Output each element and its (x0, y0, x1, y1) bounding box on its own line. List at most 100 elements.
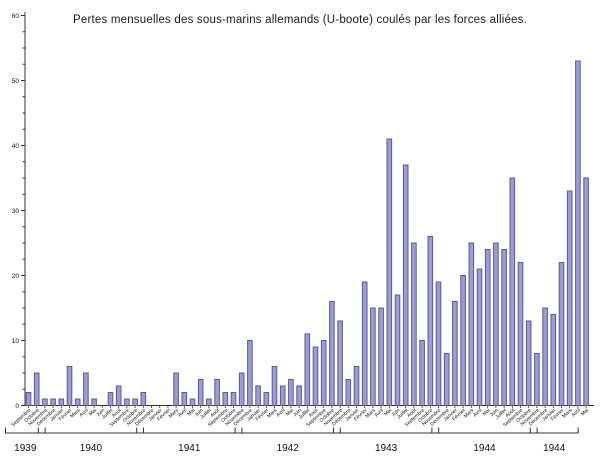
bar (25, 392, 32, 406)
bar (517, 262, 524, 406)
bar (66, 366, 73, 406)
bar (206, 398, 212, 406)
y-tick-label: 60 (12, 13, 20, 20)
bar (132, 398, 138, 406)
y-tick-label: 20 (12, 273, 20, 280)
month-label: Juin (390, 407, 401, 418)
bar (583, 177, 589, 406)
bar (115, 385, 122, 406)
y-tick-label: 30 (12, 208, 20, 215)
bar (402, 164, 409, 406)
y-tick-label: 0 (15, 403, 19, 410)
bar (575, 60, 581, 406)
year-bracket (333, 427, 440, 434)
bar (509, 177, 516, 406)
bar (288, 379, 294, 406)
bar (493, 242, 499, 406)
year-bracket (5, 427, 46, 434)
bar (550, 314, 557, 406)
year-label: 1941 (178, 443, 201, 454)
bar (329, 301, 335, 406)
y-tick-label: 10 (12, 338, 20, 345)
month-label: Avril (571, 408, 582, 419)
y-tick-label: 40 (12, 143, 20, 150)
bar (411, 242, 417, 406)
bar (279, 385, 286, 406)
year-label: 1942 (277, 443, 300, 454)
bar (501, 249, 507, 406)
bar (263, 392, 270, 406)
month-label: Mai (482, 408, 492, 418)
year-label: 1944 (543, 443, 566, 454)
month-label: Avril (177, 408, 188, 419)
year-label: 1939 (14, 443, 37, 454)
bar (525, 320, 532, 406)
chart-title: Pertes mensuelles des sous-marins allema… (73, 14, 527, 26)
month-label: Mai (186, 408, 196, 418)
year-bracket (431, 427, 538, 434)
bar (452, 301, 458, 406)
month-label: Avril (275, 408, 286, 419)
bar (50, 398, 56, 406)
bar (173, 372, 179, 406)
month-label: Août (111, 407, 123, 419)
year-label: 1943 (375, 443, 398, 454)
month-label: Mai (383, 408, 393, 418)
year-bracket (529, 427, 579, 434)
month-label: Juin (95, 407, 106, 418)
month-label: Août (406, 407, 418, 419)
bar (107, 392, 114, 406)
month-label: Août (209, 407, 221, 419)
bar (427, 236, 434, 406)
bar (230, 392, 237, 406)
bar (271, 366, 278, 406)
bar (304, 333, 311, 406)
month-label: Mai (580, 408, 590, 418)
y-tick-label: 50 (12, 78, 20, 85)
month-label: Juin (292, 407, 303, 418)
month-label: Août (308, 407, 320, 419)
bar (74, 398, 81, 406)
bar (419, 340, 425, 406)
bar (394, 294, 401, 406)
month-label: Juin (489, 407, 500, 418)
month-label: Avril (472, 408, 483, 419)
bar (189, 398, 196, 406)
bar (296, 385, 302, 406)
bar (558, 262, 565, 406)
bar (370, 307, 376, 406)
bar (443, 353, 450, 406)
bar (124, 398, 130, 406)
bar (214, 379, 220, 406)
year-bracket (234, 427, 341, 434)
bar (140, 392, 147, 406)
bar (476, 268, 483, 406)
bar (247, 340, 253, 406)
bar (42, 398, 48, 406)
bar (361, 281, 368, 406)
bar (353, 366, 360, 406)
bar (435, 281, 442, 406)
bar (222, 392, 229, 406)
bar (238, 372, 245, 406)
month-label: Mai (285, 408, 295, 418)
month-label: Mai (88, 408, 98, 418)
month-label: Août (504, 407, 516, 419)
bar (181, 392, 188, 406)
bar (386, 138, 393, 406)
bar (320, 340, 327, 406)
bar (312, 346, 319, 406)
month-label: Avril (79, 408, 90, 419)
bar (345, 379, 352, 406)
bar (542, 307, 548, 406)
bar (83, 372, 89, 406)
bar (255, 385, 261, 406)
month-label: Juin (194, 407, 205, 418)
bar (91, 398, 97, 406)
bar (460, 275, 466, 406)
year-label: 1944 (473, 443, 496, 454)
bar (484, 249, 491, 406)
year-bracket (37, 427, 144, 434)
